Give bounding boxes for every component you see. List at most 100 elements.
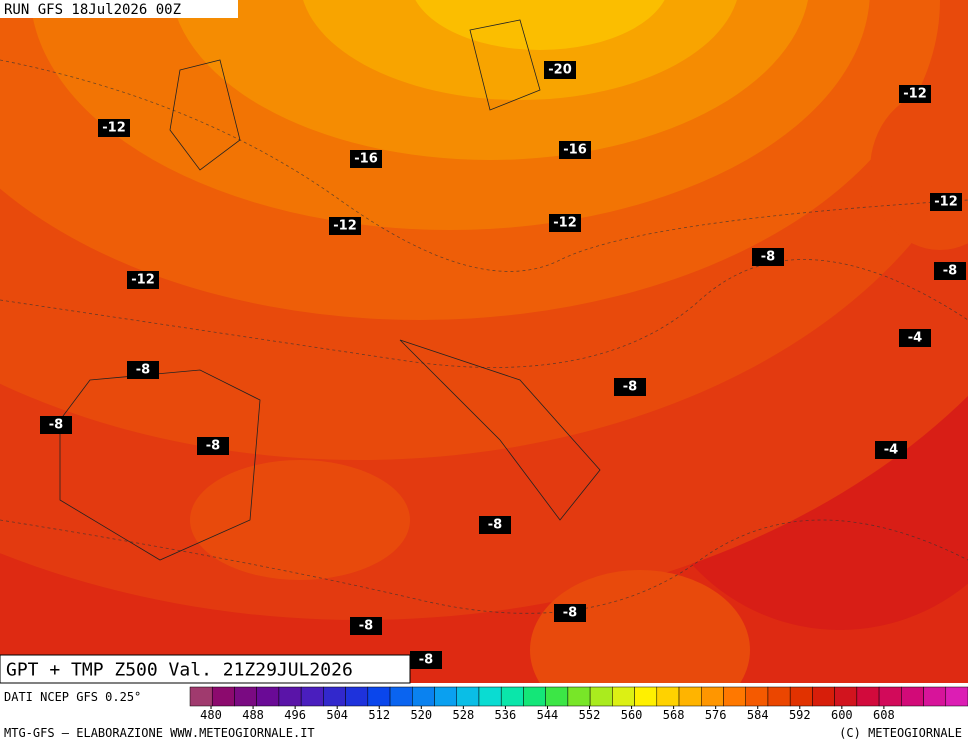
value-label: -8: [410, 651, 442, 669]
colorbar-tick-label: 536: [495, 708, 517, 722]
colorbar-swatch: [656, 686, 680, 707]
colorbar-swatch: [234, 686, 257, 707]
colorbar-tick-label: 504: [326, 708, 348, 722]
value-label-text: -8: [206, 439, 220, 454]
footer-right: (C) METEOGIORNALE: [839, 726, 962, 740]
colorbar-swatch: [834, 686, 858, 707]
colorbar-swatch: [434, 686, 457, 707]
value-label-text: -8: [419, 653, 433, 668]
colorbar-swatch: [456, 686, 480, 707]
value-label-bg: [899, 329, 931, 347]
colorbar-tick-label: 584: [747, 708, 769, 722]
colorbar-swatch: [923, 686, 947, 707]
colorbar-tick-label: 600: [831, 708, 853, 722]
value-label-text: -12: [102, 121, 126, 136]
colorbar-swatch: [812, 686, 835, 707]
colorbar-swatch: [612, 686, 635, 707]
value-label: -8: [40, 416, 72, 434]
value-label-text: -12: [903, 87, 927, 102]
colorbar-swatch: [878, 686, 902, 707]
value-label-text: -8: [623, 380, 637, 395]
value-label-text: -8: [563, 606, 577, 621]
colorbar-swatch: [589, 686, 613, 707]
colorbar-tick-label: 544: [537, 708, 559, 722]
value-label: -4: [875, 441, 907, 459]
colorbar-swatch: [634, 686, 658, 707]
colorbar-tick-label: 528: [453, 708, 475, 722]
value-label-text: -8: [761, 250, 775, 265]
colorbar-swatch: [567, 686, 591, 707]
colorbar-tick-label: 560: [621, 708, 643, 722]
value-label-text: -20: [548, 63, 572, 78]
colorbar-tick-label: 592: [789, 708, 811, 722]
colorbar-tick-label: 608: [873, 708, 895, 722]
value-label: -12: [549, 214, 581, 232]
value-label-bg: [410, 651, 442, 669]
value-label: -8: [934, 262, 966, 280]
value-label-bg: [350, 617, 382, 635]
map-title: GPT + TMP Z500 Val. 21Z29JUL2026: [6, 660, 353, 681]
value-label-bg: [98, 119, 130, 137]
value-label-text: -12: [934, 195, 958, 210]
value-label: -8: [554, 604, 586, 622]
header-box: [0, 0, 238, 18]
value-label-bg: [614, 378, 646, 396]
value-label: -12: [930, 193, 962, 211]
value-label: -8: [350, 617, 382, 635]
colorbar-tick-label: 552: [579, 708, 601, 722]
value-label-bg: [899, 85, 931, 103]
colorbar-swatch: [412, 686, 435, 707]
value-label-text: -12: [553, 216, 577, 231]
value-label: -8: [752, 248, 784, 266]
colorbar-swatch: [789, 686, 813, 707]
colorbar-swatch: [189, 686, 213, 707]
value-label: -8: [197, 437, 229, 455]
colorbar-tick-label: 496: [284, 708, 306, 722]
value-label-bg: [549, 214, 581, 232]
value-label-bg: [350, 150, 382, 168]
value-label-text: -8: [943, 264, 957, 279]
title-box: [0, 654, 411, 684]
value-label-bg: [127, 271, 159, 289]
colorbar-tick-label: 512: [368, 708, 390, 722]
colorbar-swatch: [701, 686, 724, 707]
colorbar-swatch: [767, 686, 791, 707]
colorbar: 480 488 496 504 512 520 528 536 544 552 560 568 576 5…: [189, 686, 968, 722]
map-labels: -12 -16 -20 -16 -12 -12 -12 -12 -12 -8 -8 -4 -8 -8 -8 -…: [40, 61, 966, 669]
footer-left: MTG-GFS — ELABORAZIONE WWW.METEOGIORNALE…: [4, 726, 315, 740]
value-label-bg: [127, 361, 159, 379]
value-label: -12: [98, 119, 130, 137]
value-label: -20: [544, 61, 576, 79]
value-label-text: -16: [563, 143, 587, 158]
source-label: DATI NCEP GFS 0.25°: [4, 690, 141, 704]
value-label-bg: [197, 437, 229, 455]
value-label-bg: [329, 217, 361, 235]
colorbar-swatch: [856, 686, 880, 707]
colorbar-swatch: [300, 686, 324, 707]
value-label: -16: [559, 141, 591, 159]
colorbar-tick-label: 520: [410, 708, 432, 722]
colorbar-tick-label: 488: [242, 708, 264, 722]
run-label: RUN GFS 18Jul2026 00Z: [4, 2, 181, 18]
colorbar-swatch: [545, 686, 569, 707]
value-label-bg: [40, 416, 72, 434]
colorbar-swatch: [678, 686, 702, 707]
value-label-text: -8: [136, 363, 150, 378]
value-label-text: -4: [884, 443, 898, 458]
value-label-bg: [554, 604, 586, 622]
colorbar-swatch: [945, 686, 968, 707]
colorbar-swatch: [901, 686, 924, 707]
value-label-bg: [752, 248, 784, 266]
value-label-text: -8: [359, 619, 373, 634]
value-label: -8: [479, 516, 511, 534]
value-label-text: -8: [49, 418, 63, 433]
colorbar-swatch: [500, 686, 524, 707]
colorbar-tick-label: 568: [663, 708, 685, 722]
colorbar-swatch: [723, 686, 746, 707]
value-label-bg: [930, 193, 962, 211]
map: [0, 0, 968, 683]
colorbar-swatch: [211, 686, 235, 707]
colorbar-swatch: [278, 686, 302, 707]
value-label-text: -12: [333, 219, 357, 234]
